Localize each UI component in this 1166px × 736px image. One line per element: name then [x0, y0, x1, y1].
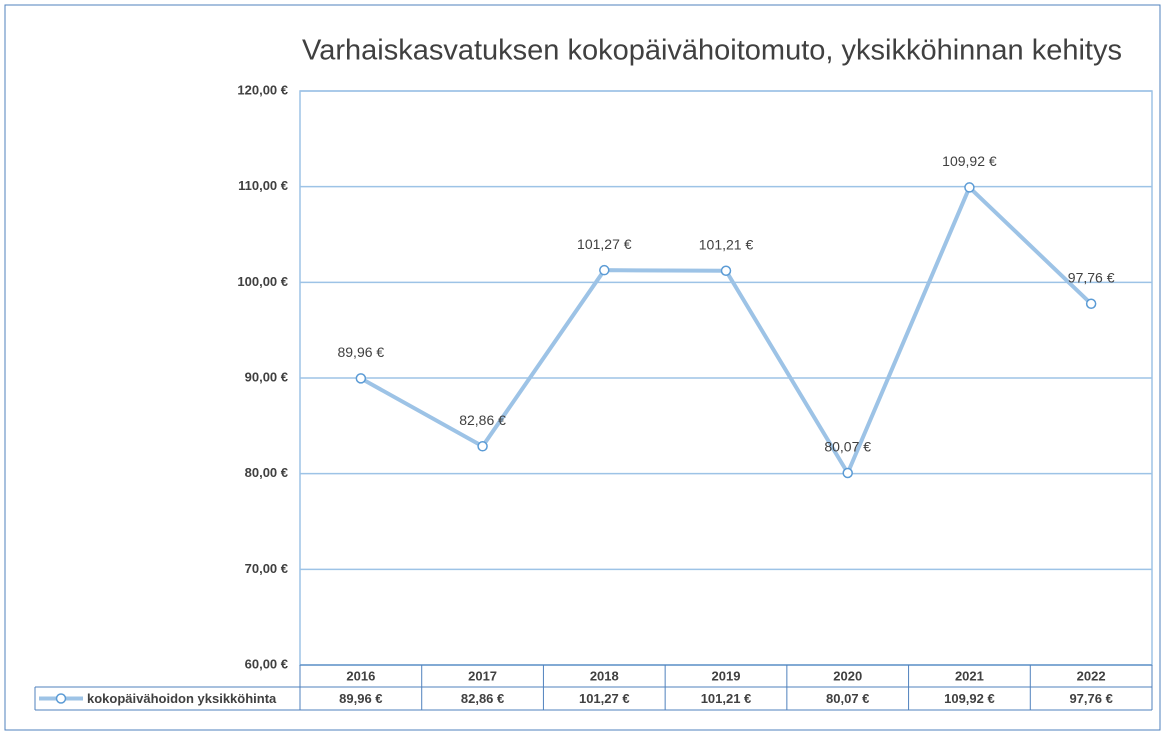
y-tick-label: 110,00 €	[238, 178, 288, 193]
table-value: 101,21 €	[701, 691, 752, 706]
x-tick-label: 2019	[712, 668, 741, 683]
data-label: 97,76 €	[1068, 269, 1115, 285]
data-label: 101,21 €	[699, 236, 754, 252]
data-label: 101,27 €	[577, 236, 632, 252]
legend-label: kokopäivähoidon yksikköhinta	[87, 691, 277, 706]
marker	[964, 182, 975, 193]
table-value: 80,07 €	[826, 691, 869, 706]
y-tick-label: 100,00 €	[237, 274, 288, 289]
y-tick-label: 80,00 €	[245, 465, 288, 480]
marker	[599, 264, 610, 276]
table-value: 109,92 €	[944, 691, 995, 706]
y-tick-label: 120,00 €	[237, 82, 288, 97]
x-tick-label: 2020	[833, 668, 862, 683]
table-value: 97,76 €	[1069, 691, 1112, 706]
marker	[355, 373, 367, 384]
y-tick-label: 90,00 €	[245, 369, 288, 384]
y-tick-label: 60,00 €	[245, 656, 288, 671]
chart-title: Varhaiskasvatuksen kokopäivähoitomuto, y…	[302, 35, 1122, 67]
y-tick-label: 70,00 €	[245, 561, 288, 576]
x-tick-label: 2016	[346, 668, 375, 683]
data-label: 109,92 €	[942, 153, 997, 169]
marker	[1085, 298, 1097, 310]
table-value: 82,86 €	[461, 691, 504, 706]
table-value: 89,96 €	[339, 691, 382, 706]
marker	[720, 265, 732, 277]
data-label: 89,96 €	[337, 344, 384, 360]
data-label: 80,07 €	[824, 439, 871, 455]
x-tick-label: 2021	[955, 668, 984, 683]
x-tick-label: 2017	[468, 668, 497, 683]
legend-marker	[55, 693, 67, 704]
table-value: 101,27 €	[579, 691, 630, 706]
data-label: 82,86 €	[459, 412, 506, 428]
x-tick-label: 2018	[590, 668, 619, 683]
marker	[842, 467, 853, 479]
x-tick-label: 2022	[1077, 668, 1106, 683]
chart-border	[4, 4, 1161, 731]
marker	[477, 441, 488, 452]
